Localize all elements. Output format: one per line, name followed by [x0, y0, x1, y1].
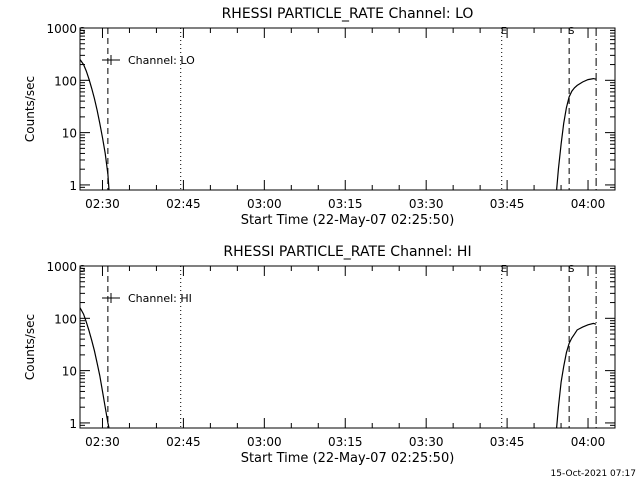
y-tick-label: 10 — [62, 365, 77, 379]
y-tick-label: 1000 — [46, 260, 77, 274]
y-tick-label: 1 — [69, 179, 77, 193]
y-axis-label: Counts/sec — [23, 76, 37, 142]
y-tick-label: 10 — [62, 127, 77, 141]
x-tick-label: 03:00 — [247, 197, 282, 211]
x-tick-label: 04:00 — [571, 435, 606, 449]
x-axis-label: Start Time (22-May-07 02:25:50) — [241, 451, 455, 466]
x-tick-label: 03:30 — [409, 197, 444, 211]
x-tick-label: 03:15 — [328, 435, 363, 449]
time-marker-label: S — [79, 264, 85, 275]
legend-label: Channel: HI — [128, 292, 192, 305]
y-tick-label: 1 — [69, 417, 77, 431]
x-tick-label: 03:15 — [328, 197, 363, 211]
chart-title: RHESSI PARTICLE_RATE Channel: LO — [222, 6, 474, 22]
rate-series-segment-1 — [556, 322, 597, 428]
x-tick-label: 03:00 — [247, 435, 282, 449]
y-tick-label: 100 — [54, 312, 77, 326]
rate-series-segment-1 — [556, 77, 597, 190]
x-tick-label: 03:45 — [490, 197, 525, 211]
x-tick-label: 04:00 — [571, 197, 606, 211]
y-tick-label: 1000 — [46, 22, 77, 36]
rate-series-segment-0 — [80, 307, 110, 428]
time-marker-label: S — [79, 26, 85, 37]
chart-panel-0: RHESSI PARTICLE_RATE Channel: LO 1 10 100 10… — [23, 6, 616, 228]
y-tick-label: 100 — [54, 74, 77, 88]
x-tick-label: 03:30 — [409, 435, 444, 449]
x-axis-label: Start Time (22-May-07 02:25:50) — [241, 213, 455, 228]
chart-panel-1: RHESSI PARTICLE_RATE Channel: HI 1 10 100 10… — [23, 244, 616, 466]
x-tick-label: 02:45 — [166, 197, 201, 211]
y-axis-label: Counts/sec — [23, 314, 37, 380]
x-tick-label: 02:45 — [166, 435, 201, 449]
rate-series-segment-0 — [80, 59, 110, 190]
x-tick-label: 03:45 — [490, 435, 525, 449]
x-tick-label: 02:30 — [85, 435, 120, 449]
x-tick-label: 02:30 — [85, 197, 120, 211]
legend-label: Channel: LO — [128, 54, 195, 67]
chart-title: RHESSI PARTICLE_RATE Channel: HI — [223, 244, 471, 260]
time-marker-label: E — [501, 264, 507, 275]
generation-timestamp: 15-Oct-2021 07:17 — [551, 469, 636, 479]
time-marker-label: S — [568, 26, 574, 37]
time-marker-label: E — [501, 26, 507, 37]
time-marker-label: S — [568, 264, 574, 275]
